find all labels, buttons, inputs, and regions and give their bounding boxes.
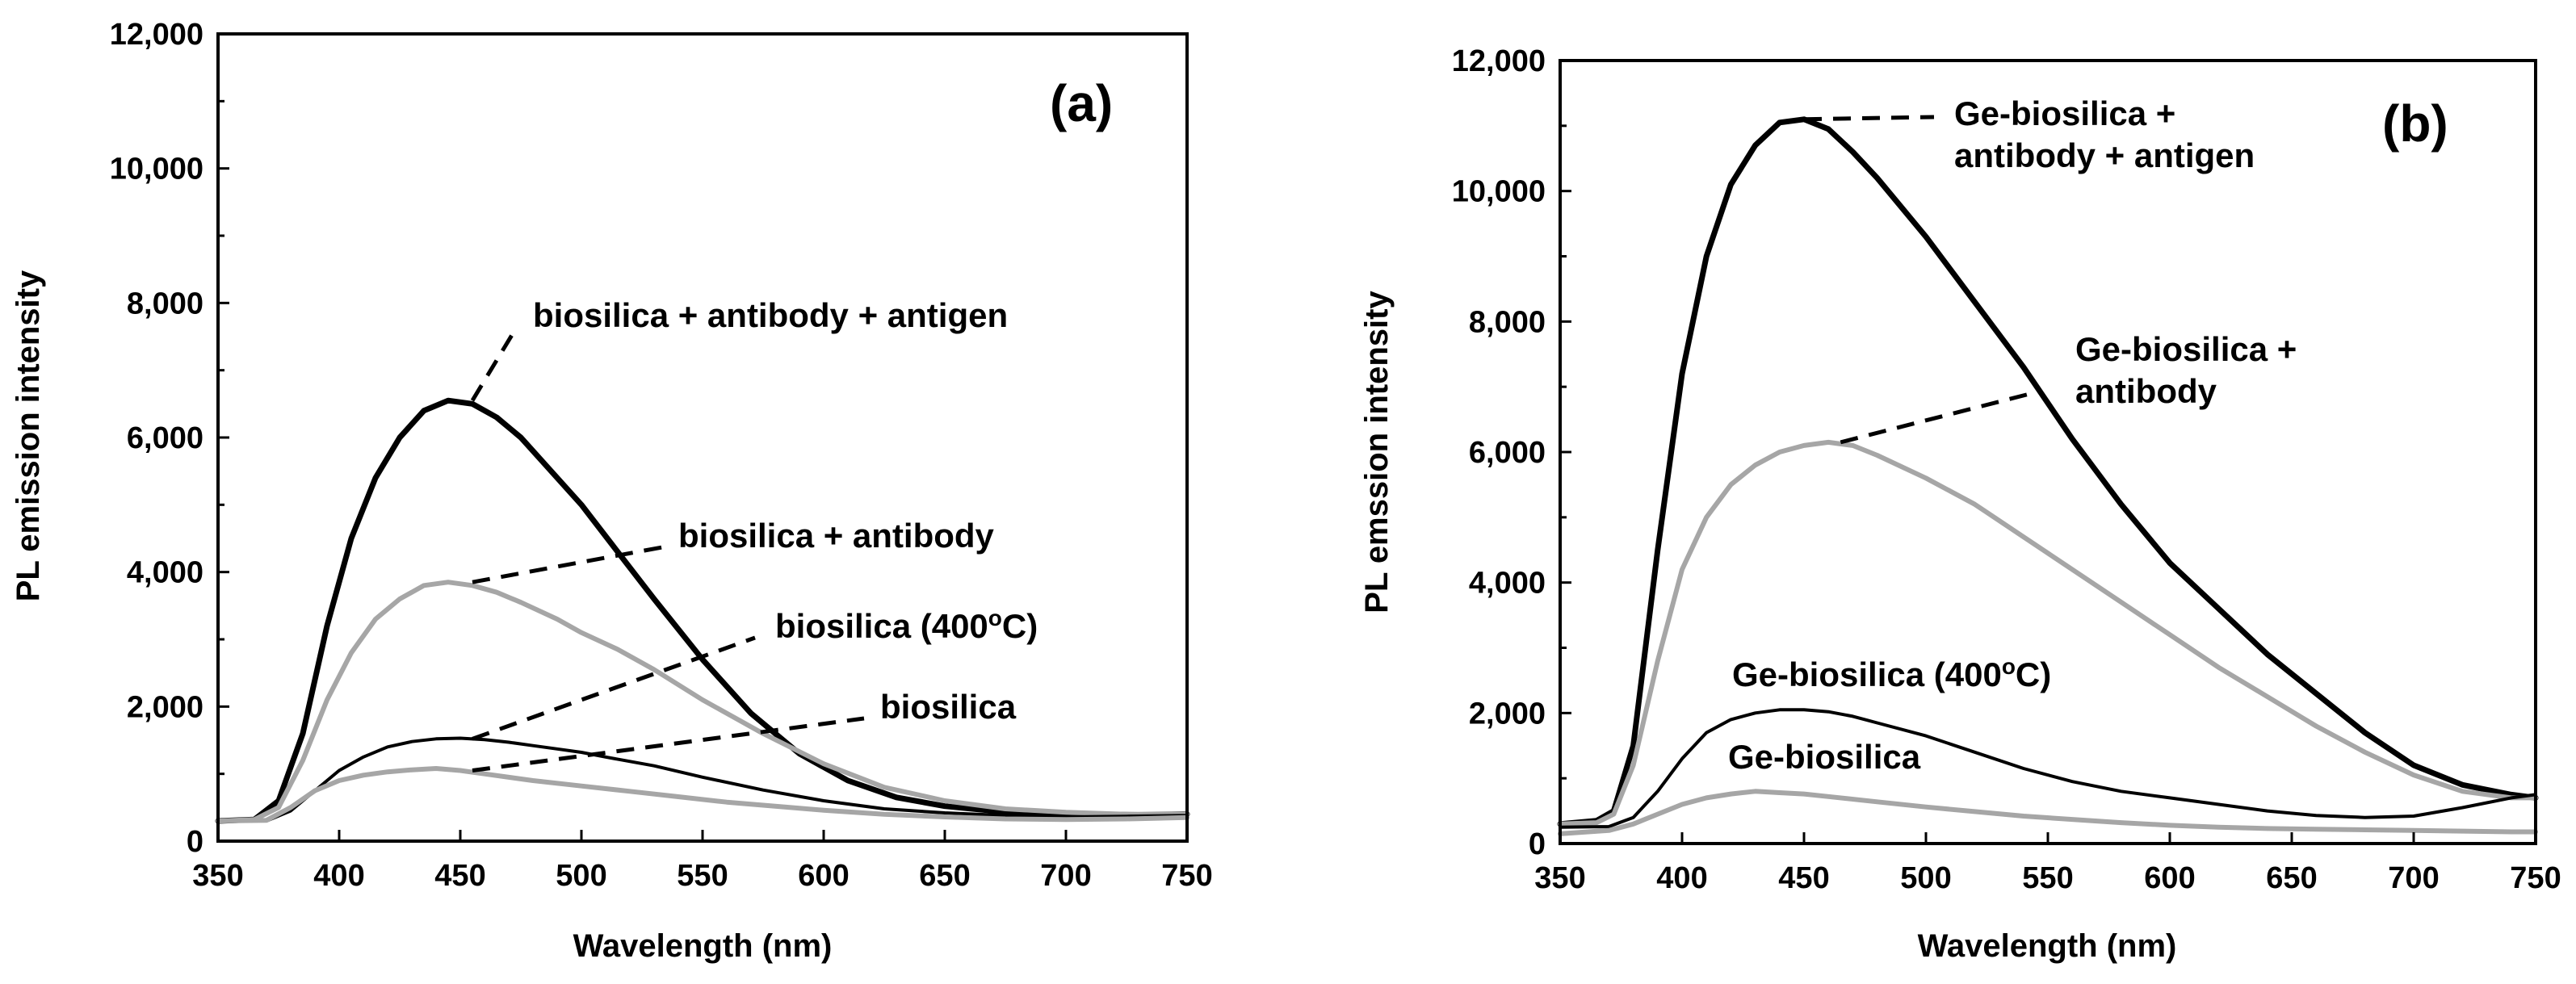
y-tick-label: 4,000 [127,556,203,590]
x-tick-label: 450 [1778,861,1829,895]
y-axis-title: PL emission intensity [10,270,46,601]
annotation-leader-line [470,325,519,402]
annotation-leader-line [1840,389,2040,445]
annotation-label: biosilica [880,688,1017,726]
x-tick-label: 600 [2144,861,2195,895]
x-tick-label: 700 [2388,861,2439,895]
panel-a: 350 400 450 500 550 600 650 700 750 0 2,000 4,000 6,… [10,18,1213,964]
y-tick-label: 0 [1529,827,1546,861]
plot-frame [1559,59,2537,845]
x-tick-label: 550 [2022,861,2073,895]
series-line-ge-biosilica-antibody-antigen [1557,116,2539,827]
x-tick-label: 350 [1534,861,1585,895]
series-line-ge-biosilica-antibody [1558,439,2538,827]
series-line-biosilica-antibody-antigen [215,397,1190,824]
x-axis-title: Wavelength (nm) [1918,928,2177,964]
y-tick-label: 8,000 [1469,305,1546,339]
series-line-ge-biosilica-400oc- [1559,708,2537,829]
y-tick-label: 2,000 [1469,697,1546,731]
panel-label: (b) [2382,94,2448,153]
y-tick-label: 6,000 [127,421,203,455]
y-tick-label: 6,000 [1469,436,1546,470]
annotation-label: biosilica (400oC) [775,605,1038,646]
annotation-leader-line [1803,115,1935,122]
annotation-label: Ge-biosilica (400oC) [1732,654,2051,694]
series-line-biosilica [216,766,1189,823]
annotation-label: biosilica + antibody [678,517,995,555]
annotation-label: Ge-biosilica + antibody + antigen [1954,94,2255,174]
x-tick-label: 750 [2510,861,2561,895]
annotation-label: Ge-biosilica + antibody [2075,330,2297,410]
x-tick-label: 750 [1161,859,1212,893]
x-tick-label: 500 [556,859,606,893]
annotation-leader-line [472,635,756,741]
x-tick-label: 400 [1656,861,1707,895]
y-tick-label: 2,000 [127,690,203,724]
x-tick-label: 350 [192,859,243,893]
annotation-leader-line [472,716,865,773]
series-line-biosilica-400oc- [216,736,1189,823]
x-tick-label: 400 [313,859,364,893]
y-tick-label: 4,000 [1469,567,1546,601]
y-tick-label: 12,000 [1452,44,1546,78]
x-axis-title: Wavelength (nm) [573,928,833,964]
panel-b: 350 400 450 500 550 600 650 700 750 0 2,000 4,000 6,… [1359,44,2561,964]
x-tick-label: 600 [798,859,849,893]
x-tick-label: 550 [677,859,728,893]
y-tick-label: 10,000 [110,153,203,186]
series-line-biosilica-antibody [216,580,1189,823]
x-tick-label: 650 [919,859,970,893]
x-tick-label: 500 [1900,861,1951,895]
plot-frame [216,32,1189,843]
series-line-ge-biosilica [1558,789,2538,836]
y-tick-label: 0 [187,825,203,859]
annotation-leader-line [472,545,663,584]
annotation-label: biosilica + antibody + antigen [533,296,1008,334]
y-tick-label: 8,000 [127,287,203,320]
x-tick-label: 450 [434,859,485,893]
panel-label: (a) [1050,74,1113,132]
y-tick-label: 10,000 [1452,175,1546,209]
x-tick-label: 650 [2266,861,2317,895]
y-axis-title: PL emssion intensity [1359,291,1395,613]
y-tick-label: 12,000 [110,18,203,52]
annotation-label: Ge-biosilica [1728,738,1921,776]
x-tick-label: 700 [1040,859,1091,893]
